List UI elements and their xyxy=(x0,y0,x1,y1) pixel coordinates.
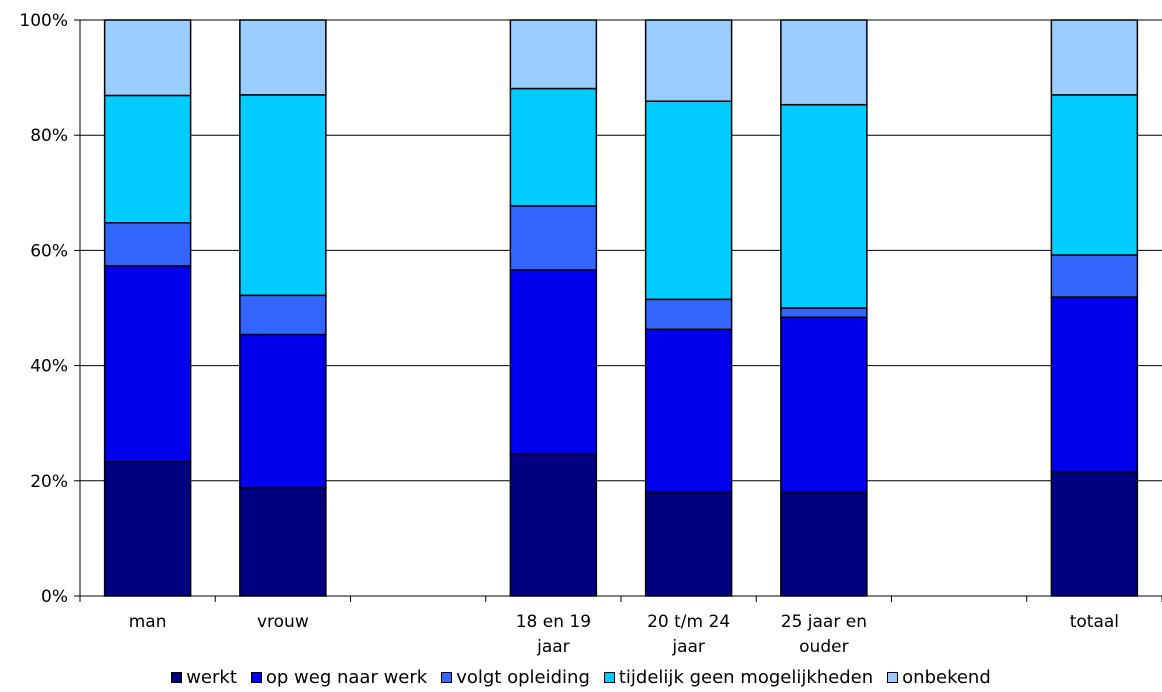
legend-swatch xyxy=(603,671,615,683)
bar-segment xyxy=(103,461,192,597)
legend-label: tijdelijk geen mogelijkheden xyxy=(618,666,874,688)
bar-segment xyxy=(103,19,192,97)
legend-item: onbekend xyxy=(887,667,991,688)
y-tick-label: 100% xyxy=(19,11,68,31)
bar-segment xyxy=(509,19,598,90)
legend-label: volgt opleiding xyxy=(456,666,590,688)
x-tick-label: ouder xyxy=(799,637,848,657)
y-tick-labels: 0% 20% 40% 60% 80% 100% xyxy=(19,11,68,607)
x-tick-label: vrouw xyxy=(257,612,309,632)
legend-item: volgt opleiding xyxy=(441,667,590,688)
legend-swatch xyxy=(441,671,453,683)
gridlines xyxy=(74,19,1162,597)
bar-segment xyxy=(239,333,327,489)
bar-segment xyxy=(239,486,327,597)
bar-segment xyxy=(644,100,733,301)
axes xyxy=(79,20,1162,602)
bar-segment xyxy=(1050,254,1139,298)
bar-segment xyxy=(103,265,192,463)
legend-label: onbekend xyxy=(902,666,991,688)
bar-segment xyxy=(509,205,598,271)
x-tick-label: jaar xyxy=(536,637,570,657)
bar-segment xyxy=(509,453,598,597)
legend-item: tijdelijk geen mogelijkheden xyxy=(603,666,874,688)
bar-segment xyxy=(239,19,327,96)
bar-segment xyxy=(1050,94,1139,256)
bar-segment xyxy=(644,328,733,494)
bar-segment xyxy=(239,94,327,297)
bar-segment xyxy=(509,269,598,456)
x-tick-label: 18 en 19 xyxy=(516,612,591,632)
x-tick-label: totaal xyxy=(1070,612,1119,632)
x-tick-label: 25 jaar en xyxy=(781,612,867,632)
y-tick-label: 60% xyxy=(30,241,68,261)
bar-segment xyxy=(644,298,733,331)
legend-label: op weg naar werk xyxy=(265,666,428,688)
bar-segment xyxy=(780,19,868,106)
bar-segment xyxy=(780,103,868,309)
bar-segment xyxy=(644,491,733,597)
bar-segment xyxy=(1050,296,1139,473)
bar-segment xyxy=(780,491,868,597)
x-tick-label: man xyxy=(129,612,167,632)
chart: 0% 20% 40% 60% 80% 100% man vrouw 18 en 19 jaar 2… xyxy=(19,11,1162,657)
y-tick-label: 20% xyxy=(30,472,68,492)
legend-item: werkt xyxy=(171,667,237,688)
bar-segment xyxy=(1050,471,1139,597)
bar-segment xyxy=(239,294,327,336)
legend-swatch xyxy=(887,671,899,683)
bar-segment xyxy=(780,316,868,494)
bar-segment xyxy=(509,87,598,207)
legend-label: werkt xyxy=(186,666,237,688)
bar-segment xyxy=(1050,19,1139,96)
bar-segment xyxy=(103,94,192,224)
bar-segment xyxy=(644,19,733,102)
y-tick-label: 0% xyxy=(41,587,68,607)
y-tick-label: 80% xyxy=(30,126,68,146)
y-tick-label: 40% xyxy=(30,357,68,377)
legend-item: op weg naar werk xyxy=(250,666,428,688)
legend-swatch xyxy=(171,671,183,683)
x-tick-label: jaar xyxy=(671,637,705,657)
x-tick-labels: man vrouw 18 en 19 jaar 20 t/m 24 jaar 25 jaar… xyxy=(129,612,1119,657)
bar-segment xyxy=(780,307,868,318)
legend: werkt op weg naar werk volgt opleiding tijd… xyxy=(0,664,1162,690)
legend-swatch xyxy=(250,671,262,683)
x-tick-label: 20 t/m 24 xyxy=(647,612,730,632)
bars xyxy=(103,19,1139,597)
bar-segment xyxy=(103,222,192,267)
